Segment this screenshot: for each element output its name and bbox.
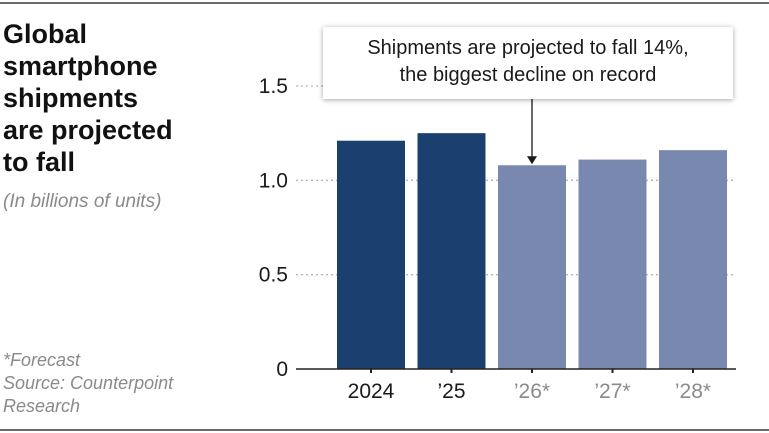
x-tick-label: ’27*	[594, 380, 630, 403]
x-tick-label: ’26*	[514, 380, 550, 403]
x-tick-label: ’25	[437, 380, 465, 403]
source-line: Source: Counterpoint	[3, 373, 174, 393]
bottom-rule	[0, 429, 769, 431]
annotation-line: Shipments are projected to fall 14%,	[367, 37, 689, 59]
forecast-note: *Forecast	[3, 350, 81, 370]
bar-0	[337, 140, 405, 369]
y-tick-label: 0.5	[259, 264, 288, 287]
bar-2	[498, 165, 566, 369]
title-line: are projected	[3, 115, 173, 145]
bars	[337, 133, 727, 369]
title-line: smartphone	[3, 51, 158, 81]
title-line: shipments	[3, 83, 139, 113]
x-tick-label: 2024	[348, 380, 395, 403]
annotation-arrow	[527, 99, 537, 165]
chart-title: Global smartphone shipments are projecte…	[3, 18, 218, 178]
title-line: to fall	[3, 147, 75, 177]
annotation-arrow-head	[527, 156, 537, 165]
top-rule	[0, 2, 769, 4]
bar-1	[417, 133, 486, 369]
source-line-continued: Research	[3, 396, 81, 416]
y-tick-label: 1.0	[259, 169, 288, 192]
y-tick-label: 1.5	[259, 75, 288, 98]
y-tick-label: 0	[276, 358, 288, 381]
chart-subtitle: (In billions of units)	[3, 191, 162, 212]
annotation-line: the biggest decline on record	[399, 64, 657, 86]
x-tick-label: ’28*	[675, 380, 711, 403]
bar-3	[578, 159, 647, 369]
axes: 0 0.5 1.0 1.5 2024 ’25 ’26* ’27* ’28*	[259, 75, 736, 403]
bar-4	[659, 150, 727, 369]
annotation-callout: Shipments are projected to fall 14%, the…	[323, 27, 733, 99]
footnote: *Forecast Source: Counterpoint Research	[3, 349, 243, 418]
title-line: Global	[3, 19, 88, 49]
